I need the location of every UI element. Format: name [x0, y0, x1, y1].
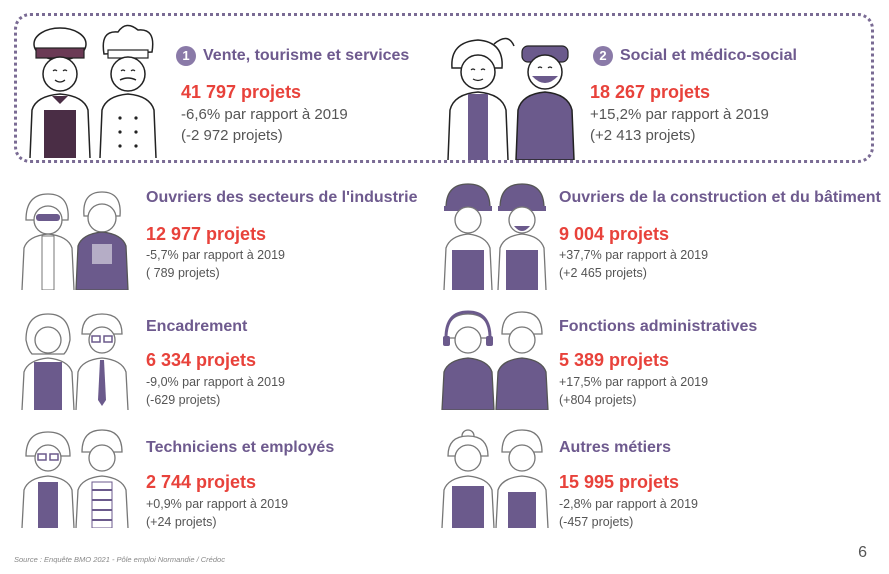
featured-title: 2 Social et médico-social — [593, 46, 797, 66]
featured-title: 1 Vente, tourisme et services — [176, 46, 409, 66]
projects-count: 15 995 projets — [559, 472, 680, 492]
vendor-and-chef-icon — [22, 18, 162, 160]
category-title: Fonctions administratives — [559, 318, 758, 335]
change-delta: ( 789 projets) — [146, 266, 220, 280]
construction-workers-icon — [438, 178, 550, 290]
change-delta: (-629 projets) — [146, 393, 221, 407]
change-percent: -2,8% par rapport à 2019 — [559, 497, 698, 511]
projects-count: 2 744 projets — [146, 472, 257, 492]
change-delta: (+24 projets) — [146, 515, 217, 529]
managers-icon — [18, 310, 130, 410]
number-badge: 1 — [176, 46, 196, 66]
change-delta: (+2 465 projets) — [559, 266, 647, 280]
featured-box — [14, 13, 874, 163]
source-note: Source : Enquête BMO 2021 - Pôle emploi … — [14, 555, 225, 564]
change-delta: (-457 projets) — [559, 515, 634, 529]
administrative-staff-icon — [438, 310, 550, 410]
change-delta: (+804 projets) — [559, 393, 637, 407]
category-title: Techniciens et employés — [146, 439, 335, 456]
change-percent: +17,5% par rapport à 2019 — [559, 375, 709, 389]
page-number: 6 — [858, 544, 867, 561]
change-percent: -9,0% par rapport à 2019 — [146, 375, 285, 389]
category-title: Autres métiers — [559, 439, 672, 456]
change-percent: +37,7% par rapport à 2019 — [559, 248, 709, 262]
change-delta: (+2 413 projets) — [590, 127, 696, 144]
number-badge: 2 — [593, 46, 613, 66]
projects-count: 6 334 projets — [146, 350, 257, 370]
category-title: Encadrement — [146, 318, 248, 335]
category-title: Ouvriers de la construction et du bâtime… — [559, 189, 881, 206]
other-jobs-icon — [438, 428, 550, 528]
industry-workers-icon — [18, 186, 130, 290]
featured-title-text: Vente, tourisme et services — [203, 47, 410, 64]
change-percent: +15,2% par rapport à 2019 — [590, 106, 769, 123]
projects-count: 41 797 projets — [181, 82, 302, 102]
category-title: Ouvriers des secteurs de l'industrie — [146, 189, 418, 206]
change-percent: +0,9% par rapport à 2019 — [146, 497, 289, 511]
projects-count: 9 004 projets — [559, 224, 670, 244]
care-workers-icon — [442, 24, 582, 160]
projects-count: 12 977 projets — [146, 224, 267, 244]
change-delta: (-2 972 projets) — [181, 127, 283, 144]
featured-title-text: Social et médico-social — [620, 47, 797, 64]
change-percent: -5,7% par rapport à 2019 — [146, 248, 285, 262]
technicians-icon — [18, 428, 130, 528]
projects-count: 18 267 projets — [590, 82, 711, 102]
change-percent: -6,6% par rapport à 2019 — [181, 106, 348, 123]
projects-count: 5 389 projets — [559, 350, 670, 370]
